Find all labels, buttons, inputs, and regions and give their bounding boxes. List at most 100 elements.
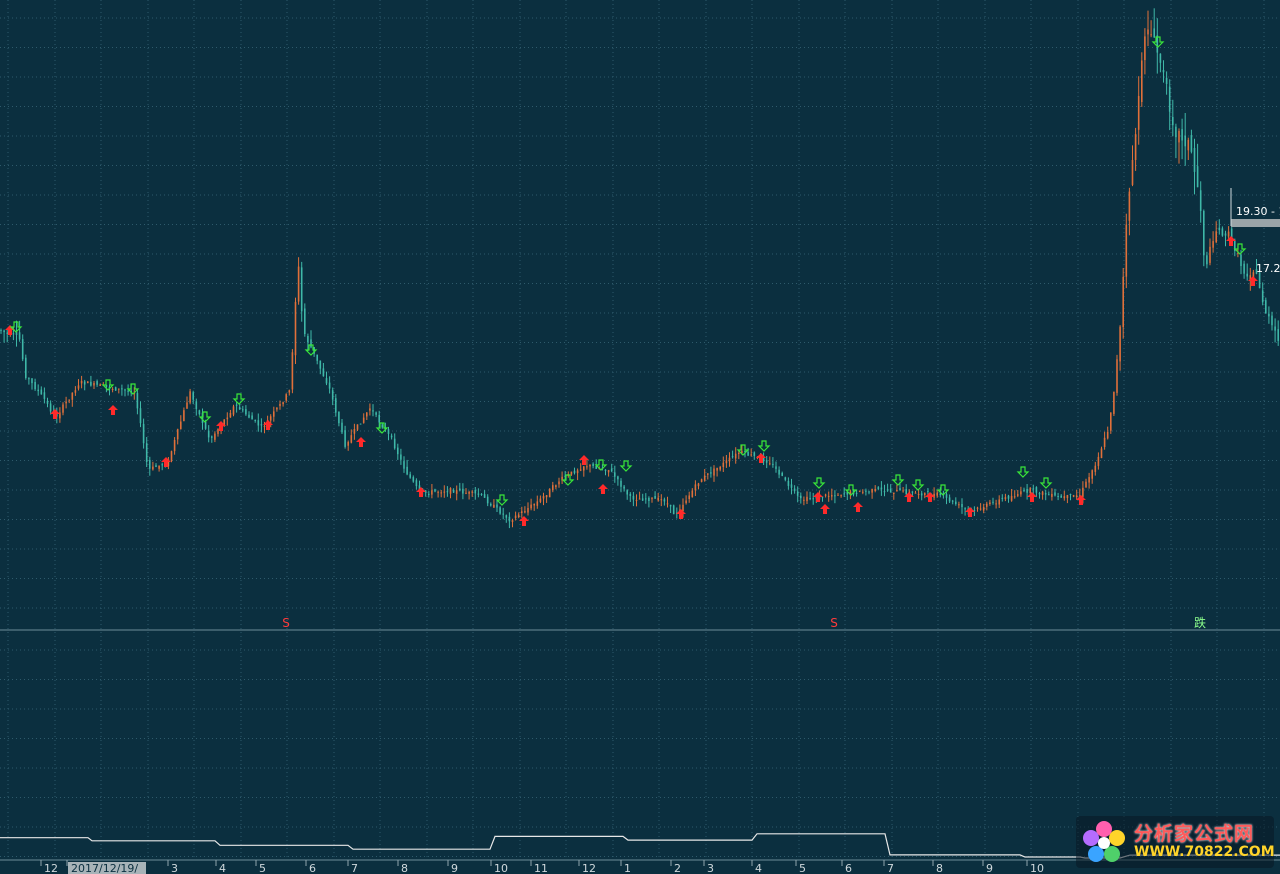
candle-body bbox=[291, 352, 294, 390]
candle-body bbox=[555, 485, 557, 488]
candle-body bbox=[995, 503, 997, 505]
sell-arrow-icon bbox=[812, 477, 826, 489]
candle-body bbox=[976, 507, 979, 509]
buy-arrow-icon bbox=[356, 437, 366, 447]
candle-body bbox=[462, 488, 464, 494]
candle-body bbox=[62, 404, 64, 413]
candle-body bbox=[982, 507, 985, 511]
candle-body bbox=[645, 498, 647, 500]
candle-body bbox=[688, 495, 690, 499]
candle-body bbox=[831, 495, 833, 497]
candle-body bbox=[917, 494, 920, 495]
candle-body bbox=[1137, 96, 1140, 130]
candle-body bbox=[955, 501, 957, 504]
candle-body bbox=[1212, 241, 1214, 248]
candle-body bbox=[734, 453, 737, 459]
candle-body bbox=[31, 378, 33, 384]
candle-body bbox=[1122, 276, 1124, 328]
candle-body bbox=[1255, 268, 1258, 274]
candle-body bbox=[248, 414, 250, 418]
candle-body bbox=[874, 489, 876, 491]
candle-body bbox=[183, 410, 185, 422]
candle-body bbox=[496, 504, 498, 508]
candle-body bbox=[474, 490, 477, 494]
candle-body bbox=[1125, 224, 1128, 277]
candle-body bbox=[1162, 70, 1165, 73]
candle-body bbox=[455, 490, 458, 494]
candle-body bbox=[304, 308, 306, 334]
candle-body bbox=[21, 339, 24, 360]
candle-body bbox=[397, 447, 399, 455]
buy-arrow-icon bbox=[676, 509, 686, 519]
candle-body bbox=[300, 267, 303, 312]
candle-body bbox=[471, 491, 473, 493]
candle-body bbox=[486, 496, 489, 504]
candle-body bbox=[502, 513, 504, 515]
candle-body bbox=[1184, 135, 1186, 147]
candle-body bbox=[961, 504, 963, 508]
buy-arrow-icon bbox=[756, 453, 766, 463]
candle-body bbox=[226, 417, 229, 420]
candle-body bbox=[316, 354, 318, 361]
candle-body bbox=[449, 488, 452, 494]
candle-body bbox=[269, 416, 272, 421]
x-tick-label: 3 bbox=[171, 862, 178, 874]
candle-body bbox=[911, 491, 914, 493]
candle-body bbox=[877, 487, 880, 489]
candle-body bbox=[390, 435, 393, 438]
candle-body bbox=[1131, 160, 1134, 185]
candle-body bbox=[865, 490, 867, 492]
candle-body bbox=[428, 493, 430, 495]
candle-body bbox=[328, 382, 331, 389]
candle-body bbox=[1274, 326, 1276, 331]
candle-body bbox=[347, 442, 349, 446]
candle-body bbox=[924, 493, 926, 496]
candle-body bbox=[1168, 86, 1171, 112]
candle-body bbox=[204, 422, 207, 429]
candle-body bbox=[369, 408, 371, 411]
sell-arrow-icon bbox=[126, 383, 140, 395]
candle-body bbox=[387, 429, 390, 434]
candle-body bbox=[1060, 495, 1062, 498]
candle-body bbox=[927, 491, 929, 493]
candle-body bbox=[37, 389, 39, 392]
candle-body bbox=[710, 472, 712, 474]
candle-body bbox=[437, 491, 439, 493]
candle-body bbox=[158, 465, 160, 469]
candle-body bbox=[96, 381, 98, 385]
sell-arrow-icon bbox=[198, 411, 212, 423]
candle-body bbox=[465, 492, 467, 494]
candle-body bbox=[43, 392, 46, 399]
candle-body bbox=[338, 411, 340, 424]
buy-arrow-icon bbox=[50, 409, 60, 419]
candle-body bbox=[809, 498, 811, 500]
candle-body bbox=[356, 424, 359, 430]
candle-body bbox=[834, 495, 836, 497]
candle-body bbox=[558, 481, 560, 485]
candle-body bbox=[260, 424, 263, 426]
candle-body bbox=[353, 429, 356, 434]
candle-body bbox=[964, 508, 966, 510]
candle-body bbox=[986, 503, 988, 507]
candle-body bbox=[152, 466, 154, 470]
candle-body bbox=[648, 497, 650, 501]
price-label-bar bbox=[1231, 219, 1280, 227]
candle-body bbox=[939, 493, 942, 496]
candle-body bbox=[1038, 493, 1041, 495]
candle-body bbox=[620, 480, 622, 487]
candle-body bbox=[0, 329, 2, 331]
candle-body bbox=[623, 486, 625, 489]
candle-body bbox=[846, 492, 849, 495]
candle-body bbox=[99, 384, 101, 386]
candle-body bbox=[893, 492, 895, 494]
candle-body bbox=[307, 336, 309, 343]
candle-body bbox=[198, 410, 201, 415]
candle-body bbox=[1172, 117, 1174, 126]
sell-arrow-icon bbox=[232, 393, 246, 405]
candle-body bbox=[548, 488, 551, 498]
candle-body bbox=[635, 500, 638, 501]
x-tick-label: 2 bbox=[674, 862, 681, 874]
candle-body bbox=[1057, 496, 1059, 497]
buy-arrow-icon bbox=[904, 492, 914, 502]
